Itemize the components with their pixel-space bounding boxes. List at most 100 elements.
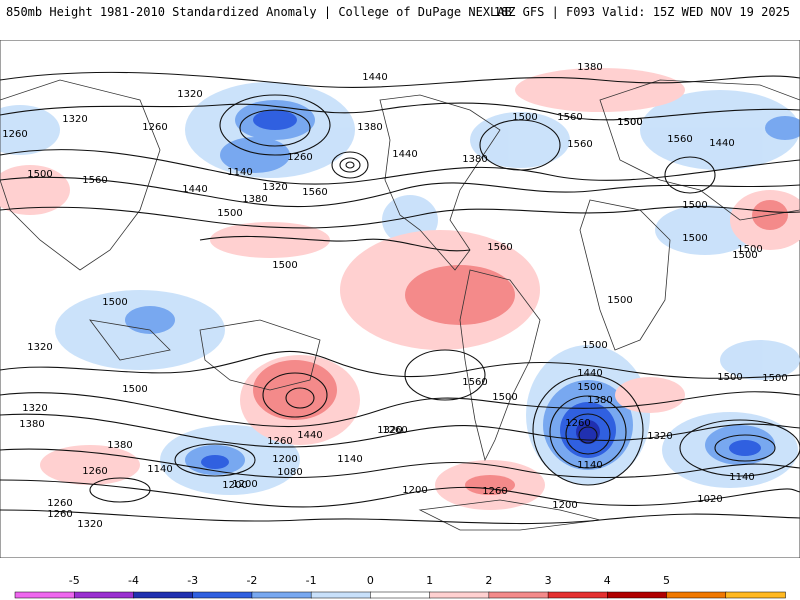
contour-label: 1260: [382, 425, 407, 436]
contour-label: 1560: [302, 187, 327, 198]
contour-line: [0, 149, 800, 185]
contour-label: 1140: [147, 464, 172, 475]
contour-label: 1260: [267, 436, 292, 447]
contour-label: 1140: [337, 454, 362, 465]
contour-low: [479, 119, 561, 171]
header-bar: 850mb Height 1981-2010 Standardized Anom…: [0, 0, 800, 24]
contour-label: 1260: [142, 122, 167, 133]
asia-west-edge: [0, 79, 161, 271]
contour-label: 1560: [557, 112, 582, 123]
colorbar-tick-label: 4: [604, 574, 611, 587]
colorbar-swatch: [133, 591, 194, 599]
contour-high: [285, 387, 315, 409]
contour-label: 1500: [582, 340, 607, 351]
anomaly-region: [765, 116, 800, 140]
contour-label: 1500: [217, 208, 242, 219]
contour-label: 1440: [362, 72, 387, 83]
contour-label: 1380: [577, 62, 602, 73]
contour-label: 1500: [492, 392, 517, 403]
strong-negative-shading: [201, 110, 761, 469]
anomaly-region: [201, 455, 229, 469]
contour-line: [0, 479, 800, 508]
anomaly-region: [125, 306, 175, 334]
anomaly-region: [720, 340, 800, 380]
contour-low: [565, 413, 611, 455]
contour-label: 1440: [577, 368, 602, 379]
colorbar-ticks: -5 -4 -3 -2 -1 0 1 2 3 4 5: [69, 574, 670, 587]
model-valid-time: 18Z GFS | F093 Valid: 15Z WED NOV 19 202…: [493, 5, 790, 19]
contour-label: 1380: [242, 194, 267, 205]
contour-label: 1500: [762, 373, 787, 384]
contour-low: [89, 477, 151, 503]
contour-label: 1560: [567, 139, 592, 150]
moderate-positive-shading: [253, 200, 788, 495]
anomaly-region: [729, 440, 761, 456]
colorbar-swatch: [429, 591, 490, 599]
contour-label: 1260: [47, 509, 72, 520]
contour-line: [0, 205, 800, 229]
colorbar-swatch: [666, 591, 727, 599]
contour-label: 1200: [272, 454, 297, 465]
contour-label: 1260: [482, 486, 507, 497]
map-title: 850mb Height 1981-2010 Standardized Anom…: [6, 5, 512, 19]
colorbar-swatch: [73, 591, 135, 599]
contour-high: [404, 349, 486, 401]
anomaly-region: [405, 265, 515, 325]
south-america: [459, 269, 541, 462]
contour-label: 1380: [19, 419, 44, 430]
contour-low: [174, 443, 256, 477]
colorbar-swatch: [251, 591, 312, 599]
contour-low: [345, 161, 355, 169]
colorbar-tick-label: 5: [663, 574, 670, 587]
contour-label: 1200: [222, 480, 247, 491]
colorbar-tick-label: -1: [306, 574, 317, 587]
contour-high: [262, 372, 328, 418]
contour-label: 1020: [697, 494, 722, 505]
contour-label: 1500: [617, 117, 642, 128]
contour-label: 1320: [177, 89, 202, 100]
colorbar-swatch: [488, 591, 549, 599]
australia: [199, 319, 321, 391]
contour-label: 1560: [82, 175, 107, 186]
contour-low: [532, 374, 644, 486]
maritime-continent: [89, 319, 171, 361]
contour-label: 1500: [607, 295, 632, 306]
north-america: [379, 94, 501, 271]
colorbar-tick-label: -5: [69, 574, 80, 587]
contour-label: 1260: [82, 466, 107, 477]
contour-label: 1320: [647, 431, 672, 442]
contour-label: 1140: [227, 167, 252, 178]
contour-label: 1440: [709, 138, 734, 149]
contour-label: 1560: [667, 134, 692, 145]
colorbar-swatch: [192, 591, 253, 599]
contour-label: 1500: [27, 169, 52, 180]
contour-label: 1200: [402, 485, 427, 496]
contour-label: 1380: [462, 154, 487, 165]
contour-label: 1260: [2, 129, 27, 140]
contour-labels: 1320 1320 1260 1260 1380 1140 1260 1320 1440 1560…: [2, 62, 787, 530]
colorbar-tick-label: -3: [187, 574, 198, 587]
contour-low: [578, 426, 598, 444]
contour-label: 1500: [682, 200, 707, 211]
contour-label: 1320: [77, 519, 102, 530]
contour-low: [239, 109, 311, 147]
colorbar-swatch: [725, 591, 786, 599]
contour-label: 1560: [487, 242, 512, 253]
contour-label: 1500: [737, 244, 762, 255]
colorbar-swatches: [14, 591, 786, 599]
contour-line: [0, 71, 800, 88]
contour-line: [199, 235, 471, 252]
colorbar-swatch: [607, 591, 668, 599]
colorbar: -5 -4 -3 -2 -1 0 1 2 3 4 5: [14, 574, 786, 599]
colorbar-swatch: [14, 591, 75, 599]
contour-label: 1500: [272, 260, 297, 271]
anomaly-region: [253, 110, 297, 130]
coastlines: [0, 79, 800, 531]
contour-label: 1500: [717, 372, 742, 383]
contour-label: 1140: [729, 472, 754, 483]
contour-label: 1140: [577, 460, 602, 471]
contour-label: 1200: [232, 479, 257, 490]
contour-label: 1500: [617, 117, 642, 128]
colorbar-tick-label: -2: [246, 574, 257, 587]
contour-label: 1200: [552, 500, 577, 511]
